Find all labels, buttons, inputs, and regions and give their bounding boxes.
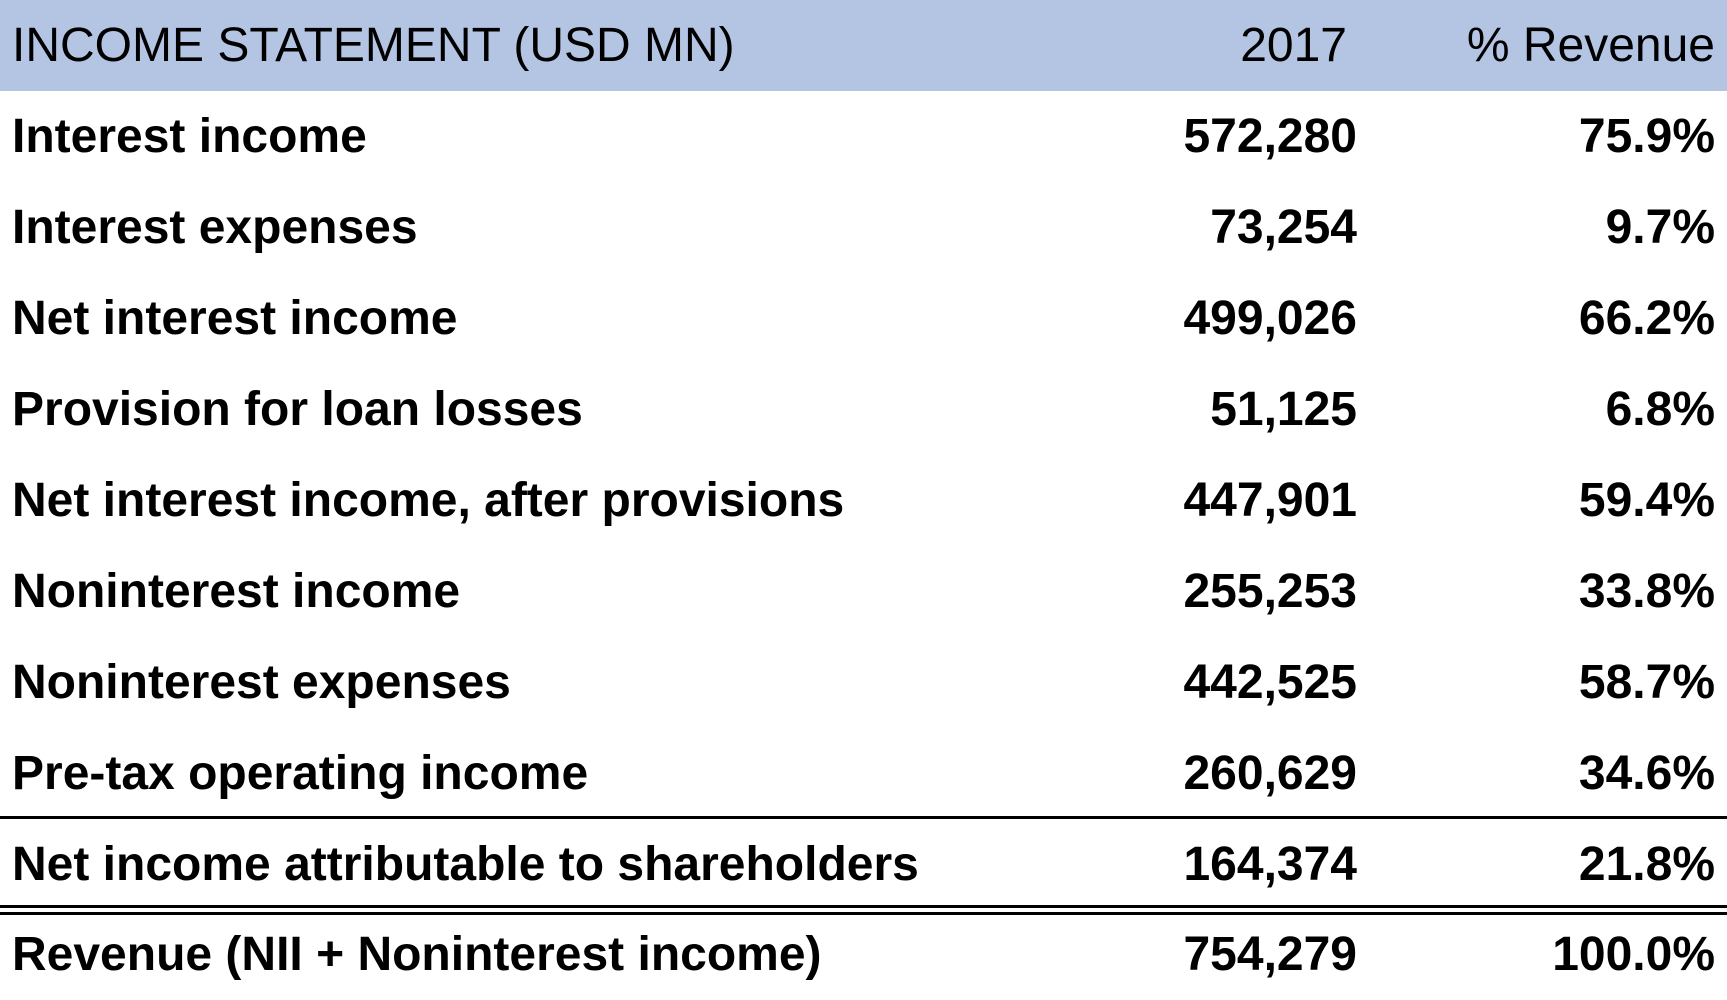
row-label: Noninterest expenses [12,656,511,709]
row-label: Net interest income, after provisions [12,474,845,527]
row-label: Provision for loan losses [12,383,583,436]
row-net-interest-income-after-provisions: Net interest income, after provisions 44… [0,455,1727,546]
row-pct: 34.6% [1578,747,1715,800]
row-label: Net interest income [12,292,458,345]
row-pct: 21.8% [1578,838,1715,891]
row-provision-for-loan-losses: Provision for loan losses 51,125 6.8% [0,364,1727,455]
row-value: 164,374 [1183,838,1357,891]
row-label: Revenue (NII + Noninterest income) [12,928,822,981]
row-pct: 59.4% [1578,474,1715,527]
row-noninterest-expenses: Noninterest expenses 442,525 58.7% [0,637,1727,728]
row-pct: 75.9% [1578,110,1715,163]
row-pct: 6.8% [1605,383,1715,436]
row-pct: 100.0% [1552,928,1715,981]
column-header-pct-revenue: % Revenue [1466,19,1715,72]
column-header-year: 2017 [1240,19,1347,72]
row-value: 442,525 [1183,656,1357,709]
row-revenue: Revenue (NII + Noninterest income) 754,2… [0,907,1727,982]
row-value: 260,629 [1183,747,1357,800]
row-value: 51,125 [1210,383,1357,436]
row-label: Noninterest income [12,565,461,618]
row-pct: 58.7% [1578,656,1715,709]
table-title: INCOME STATEMENT (USD MN) [12,19,735,72]
row-pct: 66.2% [1578,292,1715,345]
row-label: Net income attributable to shareholders [12,838,919,891]
row-net-income-attributable: Net income attributable to shareholders … [0,819,1727,910]
row-value: 255,253 [1183,565,1357,618]
row-value: 572,280 [1183,110,1357,163]
double-rule-divider [0,905,1727,915]
table-header-row: INCOME STATEMENT (USD MN) 2017 % Revenue [0,0,1727,91]
row-value: 499,026 [1183,292,1357,345]
row-value: 73,254 [1210,201,1357,254]
row-label: Interest income [12,110,367,163]
row-label: Interest expenses [12,201,418,254]
row-interest-expenses: Interest expenses 73,254 9.7% [0,182,1727,273]
row-value: 447,901 [1183,474,1357,527]
row-pct: 33.8% [1578,565,1715,618]
row-interest-income: Interest income 572,280 75.9% [0,91,1727,182]
single-rule-divider [0,816,1727,819]
row-pre-tax-operating-income: Pre-tax operating income 260,629 34.6% [0,728,1727,819]
row-net-interest-income: Net interest income 499,026 66.2% [0,273,1727,364]
row-value: 754,279 [1183,928,1357,981]
row-label: Pre-tax operating income [12,747,589,800]
row-pct: 9.7% [1605,201,1715,254]
row-noninterest-income: Noninterest income 255,253 33.8% [0,546,1727,637]
